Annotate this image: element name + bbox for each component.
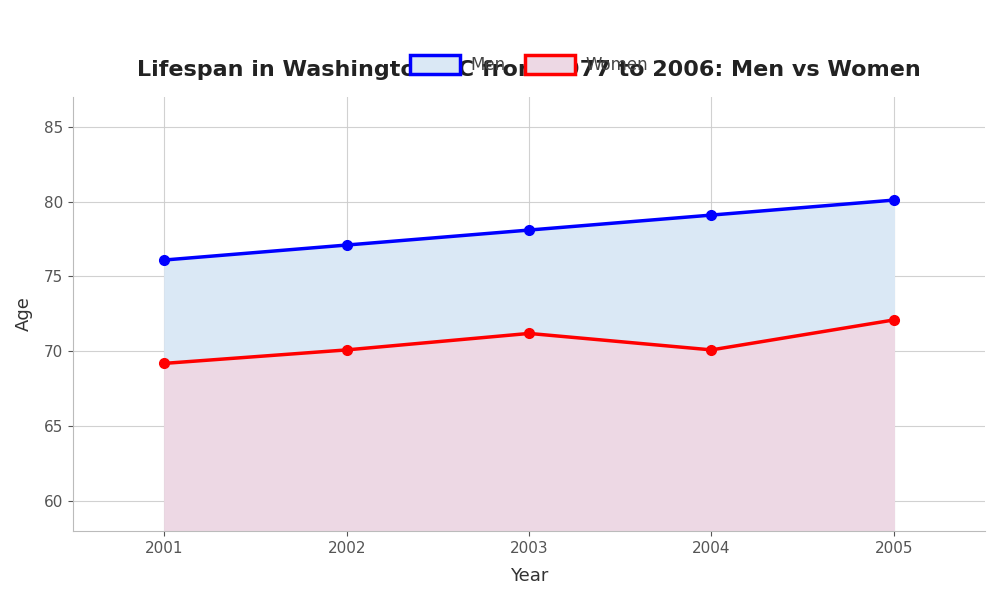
- Legend: Men, Women: Men, Women: [404, 49, 655, 81]
- Y-axis label: Age: Age: [15, 296, 33, 331]
- X-axis label: Year: Year: [510, 567, 548, 585]
- Title: Lifespan in Washington DC from 1977 to 2006: Men vs Women: Lifespan in Washington DC from 1977 to 2…: [137, 60, 921, 80]
